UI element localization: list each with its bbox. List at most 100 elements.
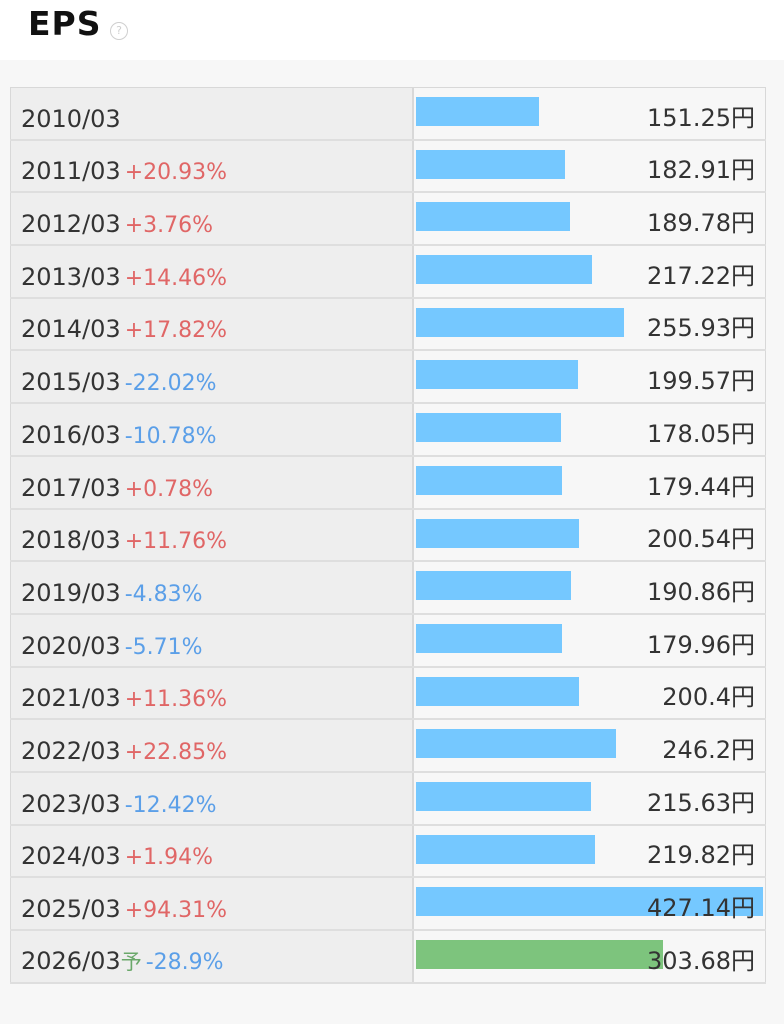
- table-row: 2012/03 +3.76% 189.78円: [10, 193, 766, 247]
- bar-cell: 178.05円: [414, 404, 766, 455]
- eps-value: 255.93円: [647, 314, 755, 343]
- bar-cell: 427.14円: [414, 878, 766, 929]
- table-row: 2011/03 +20.93% 182.91円: [10, 140, 766, 194]
- eps-value: 303.68円: [647, 946, 755, 975]
- table-row: 2014/03 +17.82% 255.93円: [10, 298, 766, 352]
- period-cell: 2024/03 +1.94%: [10, 825, 414, 877]
- bar-cell: 179.96円: [414, 614, 766, 666]
- table-row: 2022/03 +22.85% 246.2円: [10, 720, 766, 773]
- period-cell: 2019/03 -4.83%: [10, 562, 414, 613]
- eps-value: 246.2円: [662, 735, 755, 764]
- eps-bar: [416, 887, 763, 917]
- period-label: 2017/03 +0.78%: [21, 474, 213, 502]
- change-percent: +14.46%: [124, 265, 228, 291]
- change-percent: -4.83%: [124, 581, 203, 607]
- table-row: 2023/03 -12.42% 215.63円: [10, 772, 766, 826]
- page-title: EPS: [28, 4, 102, 43]
- period-text: 2025/03: [21, 895, 121, 923]
- bar-cell: 219.82円: [414, 825, 766, 877]
- period-label: 2016/03 -10.78%: [21, 421, 217, 449]
- period-text: 2023/03: [21, 789, 121, 818]
- bar-cell: 151.25円: [414, 88, 766, 139]
- period-label: 2022/03 +22.85%: [21, 737, 227, 765]
- eps-value: 178.05円: [647, 419, 755, 448]
- table-row: 2018/03 +11.76% 200.54円: [10, 509, 766, 563]
- eps-bar: [416, 623, 563, 653]
- period-label: 2020/03 -5.71%: [21, 632, 203, 660]
- eps-value: 217.22円: [647, 261, 755, 290]
- change-percent: -5.71%: [124, 634, 203, 660]
- period-label: 2021/03 +11.36%: [21, 684, 227, 712]
- change-percent: +11.36%: [124, 687, 228, 713]
- period-cell: 2020/03 -5.71%: [10, 614, 414, 666]
- period-text: 2012/03: [21, 210, 121, 239]
- period-cell: 2010/03: [10, 88, 414, 139]
- bar-cell: 200.54円: [414, 509, 766, 561]
- table-row: 2017/03 +0.78% 179.44円: [10, 456, 766, 510]
- period-text: 2013/03: [21, 262, 121, 291]
- period-text: 2026/03: [21, 946, 121, 975]
- period-label: 2010/03: [21, 105, 121, 133]
- eps-bar: [416, 307, 624, 337]
- period-cell: 2013/03 +14.46%: [10, 246, 414, 297]
- change-percent: +22.85%: [124, 739, 228, 765]
- eps-value: 189.78円: [647, 209, 755, 238]
- period-cell: 2016/03 -10.78%: [10, 404, 414, 455]
- eps-value: 200.54円: [647, 525, 755, 554]
- period-cell: 2021/03 +11.36%: [10, 667, 414, 719]
- period-label: 2012/03 +3.76%: [21, 210, 213, 238]
- bar-cell: 199.57円: [414, 351, 766, 403]
- period-label: 2013/03 +14.46%: [21, 263, 227, 291]
- eps-bar: [416, 781, 592, 811]
- eps-value: 427.14円: [647, 894, 755, 922]
- table-row: 2016/03 -10.78% 178.05円: [10, 404, 766, 457]
- period-label: 2015/03 -22.02%: [21, 368, 217, 396]
- table-row: 2010/03 151.25円: [10, 88, 766, 141]
- eps-value: 151.25円: [647, 103, 755, 132]
- table-row: 2015/03 -22.02% 199.57円: [10, 351, 766, 405]
- eps-bar: [416, 149, 565, 179]
- change-percent: +17.82%: [124, 318, 228, 344]
- bar-cell: 182.91円: [414, 140, 766, 192]
- period-text: 2014/03: [21, 315, 121, 344]
- table-row: 2013/03 +14.46% 217.22円: [10, 246, 766, 299]
- eps-value: 199.57円: [647, 367, 755, 396]
- eps-bar: [416, 729, 616, 759]
- eps-value: 219.82円: [647, 841, 755, 870]
- period-cell: 2012/03 +3.76%: [10, 193, 414, 245]
- period-cell: 2011/03 +20.93%: [10, 140, 414, 192]
- change-percent: +94.31%: [124, 898, 228, 923]
- eps-value: 215.63円: [647, 788, 755, 817]
- period-cell: 2023/03 -12.42%: [10, 772, 414, 824]
- period-label: 2018/03 +11.76%: [21, 526, 227, 554]
- period-cell: 2018/03 +11.76%: [10, 509, 414, 561]
- period-text: 2016/03: [21, 420, 121, 449]
- bar-cell: 215.63円: [414, 772, 766, 824]
- forecast-bar: [416, 940, 663, 969]
- change-percent: -28.9%: [145, 949, 224, 975]
- section-header: EPS ?: [0, 0, 784, 60]
- period-cell: 2025/03 +94.31%: [10, 878, 414, 929]
- period-text: 2024/03: [21, 842, 121, 871]
- bar-cell: 217.22円: [414, 246, 766, 297]
- help-icon[interactable]: ?: [110, 22, 128, 40]
- eps-bar: [416, 360, 579, 390]
- eps-bar: [416, 413, 561, 443]
- period-label: 2019/03 -4.83%: [21, 579, 203, 607]
- bar-cell: 189.78円: [414, 193, 766, 245]
- period-text: 2020/03: [21, 631, 121, 660]
- period-label: 2024/03 +1.94%: [21, 842, 213, 870]
- period-cell: 2015/03 -22.02%: [10, 351, 414, 403]
- change-percent: +0.78%: [124, 476, 214, 502]
- table-row: 2024/03 +1.94% 219.82円: [10, 825, 766, 879]
- change-percent: -22.02%: [124, 371, 217, 397]
- table-row: 2025/03 +94.31% 427.14円: [10, 878, 766, 931]
- eps-value: 179.44円: [647, 472, 755, 501]
- bar-cell: 179.44円: [414, 456, 766, 508]
- eps-bar: [416, 571, 572, 601]
- period-label: 2025/03 +94.31%: [21, 895, 227, 923]
- eps-value: 190.86円: [647, 577, 755, 606]
- eps-bar: [416, 97, 539, 126]
- change-percent: -10.78%: [124, 423, 217, 449]
- period-text: 2019/03: [21, 578, 121, 607]
